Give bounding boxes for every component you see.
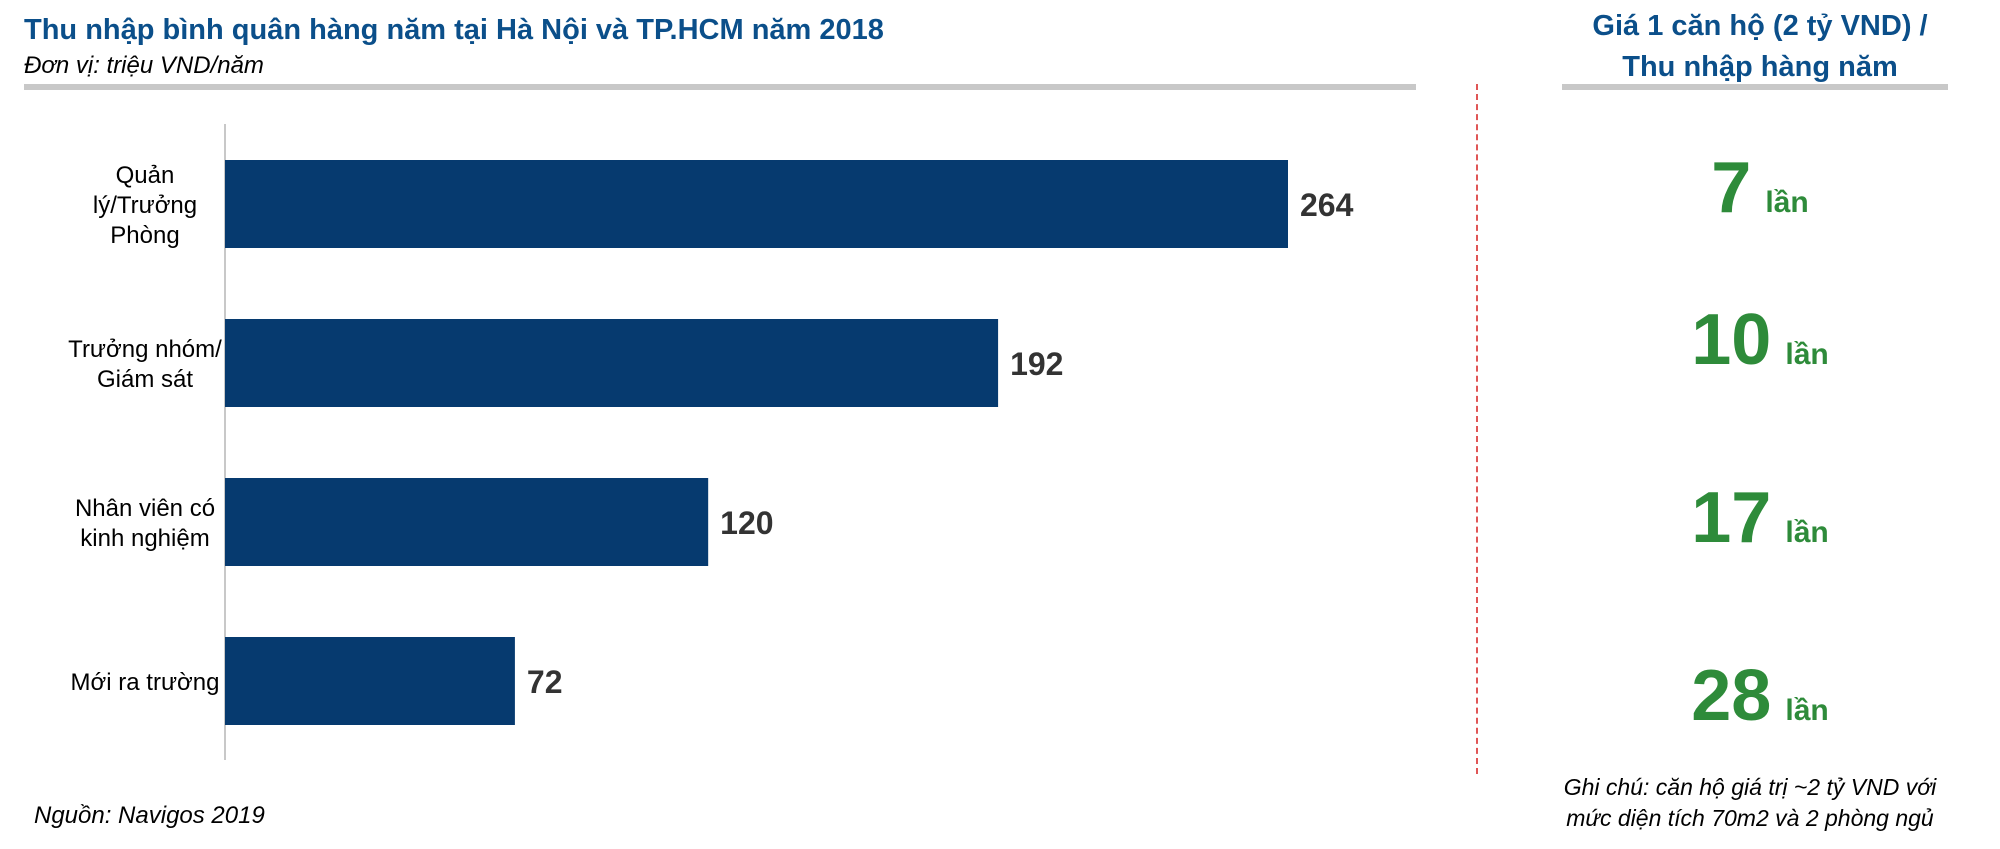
side-panel-note: Ghi chú: căn hộ giá trị ~2 tỷ VND với mứ…: [1520, 772, 1980, 834]
note-line1: Ghi chú: căn hộ giá trị ~2 tỷ VND với: [1563, 774, 1937, 800]
ratio-unit: lần: [1785, 694, 1829, 727]
title-rule: [24, 84, 1416, 90]
panel-divider: [1476, 84, 1478, 774]
ratio-value: 28: [1691, 656, 1772, 736]
ratio-unit: lần: [1785, 516, 1829, 549]
category-label: Nhân viên có kinh nghiệm: [75, 495, 215, 552]
ratio-unit: lần: [1765, 186, 1809, 219]
bar: [225, 637, 515, 725]
ratio-unit: lần: [1785, 338, 1829, 371]
chart-title: Thu nhập bình quân hàng năm tại Hà Nội v…: [24, 14, 884, 46]
side-panel-title-line2: Thu nhập hàng năm: [1622, 51, 1898, 83]
ratio-value: 17: [1691, 478, 1772, 558]
ratio-value: 10: [1691, 300, 1772, 380]
ratio-manager: 7 lần: [1560, 148, 1960, 228]
ratio-new-graduate: 28 lần: [1560, 656, 1960, 736]
side-panel-rule: [1562, 84, 1948, 90]
side-panel-title-line1: Giá 1 căn hộ (2 tỷ VND) /: [1592, 10, 1928, 42]
bar: [225, 319, 999, 407]
ratio-experienced: 17 lần: [1560, 478, 1960, 558]
data-label: 72: [527, 664, 563, 700]
data-label: 264: [1300, 187, 1354, 223]
category-label: Mới ra trường: [71, 669, 220, 696]
bar: [225, 160, 1288, 248]
data-label: 120: [720, 505, 773, 541]
source-note: Nguồn: Navigos 2019: [34, 802, 265, 829]
ratio-value: 7: [1711, 148, 1752, 228]
note-line2: mức diện tích 70m2 và 2 phòng ngủ: [1566, 805, 1934, 831]
bar: [225, 478, 709, 566]
data-label: 192: [1010, 346, 1063, 382]
chart-subtitle: Đơn vị: triệu VND/năm: [24, 52, 264, 79]
category-label: Quản lý/Trưởng Phòng: [93, 162, 197, 249]
category-label: Trưởng nhóm/Giám sát: [68, 336, 222, 393]
bar-chart: 264 Quản lý/Trưởng Phòng 192 Trưởng nhóm/Giám…: [68, 124, 1354, 760]
ratio-team-lead: 10 lần: [1560, 300, 1960, 380]
side-panel-title: Giá 1 căn hộ (2 tỷ VND) / Thu nhập hàng …: [1560, 6, 1960, 88]
